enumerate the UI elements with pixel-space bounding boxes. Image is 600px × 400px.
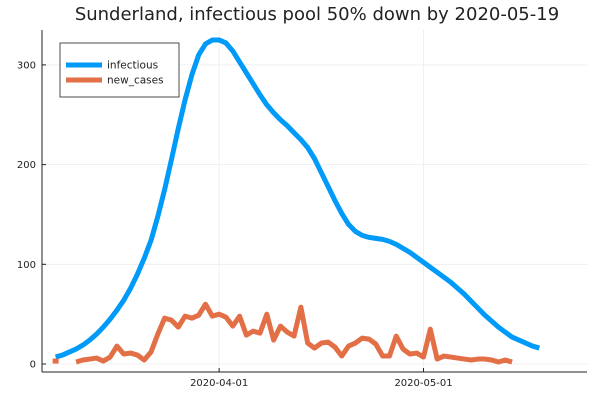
legend-label-infectious: infectious bbox=[107, 60, 158, 72]
legend-box bbox=[59, 42, 180, 98]
x-tick-label-0: 2020-04-01 bbox=[190, 378, 248, 389]
series-line-new_cases-1 bbox=[75, 301, 513, 365]
chart-title: Sunderland, infectious pool 50% down by … bbox=[75, 4, 559, 25]
y-tick-label-2: 200 bbox=[17, 160, 36, 171]
y-tick-label-0: 0 bbox=[30, 360, 36, 371]
y-tick-label-1: 100 bbox=[17, 260, 36, 271]
axis-layer: 0 100 200 300 2020-04-01 2020-05-01 bbox=[17, 30, 587, 389]
x-tick-label-1: 2020-05-01 bbox=[394, 378, 452, 389]
y-tick-label-3: 300 bbox=[17, 60, 36, 71]
series-line-infectious-0 bbox=[54, 37, 541, 360]
series-layer bbox=[52, 37, 541, 365]
legend: infectious new_cases bbox=[59, 42, 180, 98]
legend-label-new_cases: new_cases bbox=[107, 75, 164, 87]
